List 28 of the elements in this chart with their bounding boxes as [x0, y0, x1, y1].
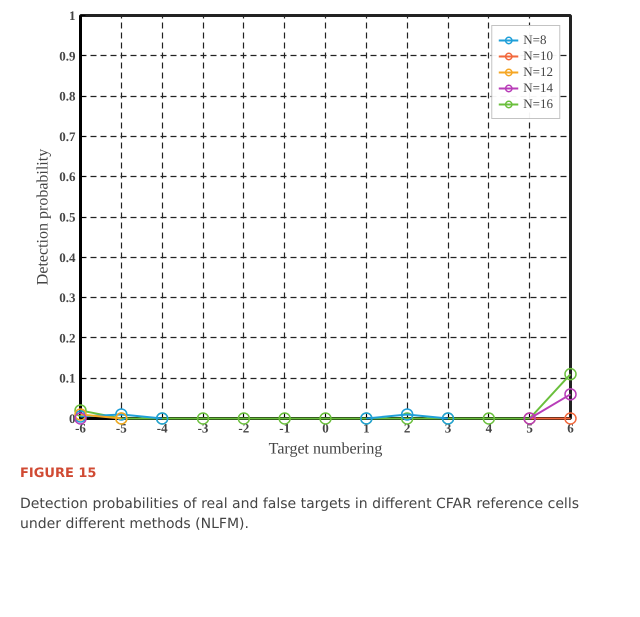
legend-label: N=14: [523, 80, 553, 96]
y-tick-label: 0.7: [59, 128, 76, 144]
x-tick-label: -3: [198, 420, 209, 436]
y-tick-label: 1: [69, 8, 76, 23]
x-tick-label: -5: [116, 420, 128, 436]
y-tick-label: 0.8: [59, 88, 76, 104]
x-tick-label: 6: [567, 420, 574, 436]
y-tick-label: 0.2: [59, 330, 76, 346]
y-tick-label: 0.5: [59, 210, 76, 224]
x-axis-title: Target numbering: [268, 440, 382, 458]
x-tick-label: -6: [75, 420, 86, 436]
caption: FIGURE 15: [20, 465, 96, 483]
x-tick-label: 4: [486, 420, 493, 436]
y-tick-label: 0.1: [59, 370, 76, 386]
y-tick-label: 0.3: [59, 290, 76, 306]
text: Detection probabilities of real and false targets in different CFAR reference cells under different methods (NLFM).: [20, 494, 580, 534]
legend-label: N=10: [523, 48, 553, 64]
y-axis-title: Detection probability: [34, 148, 52, 286]
y-tick-label: 0.4: [59, 250, 76, 265]
x-tick-label: -4: [156, 420, 168, 436]
legend-label: N=8: [523, 32, 546, 48]
y-tick-label: 0.9: [59, 48, 76, 64]
y-tick-label: 0.6: [59, 169, 76, 184]
x-tick-label: -1: [279, 420, 290, 436]
x-tick-label: 1: [363, 420, 370, 436]
legend-label: N=12: [523, 64, 553, 80]
x-tick-label: -2: [238, 420, 250, 436]
legend-label: N=16: [523, 96, 553, 112]
